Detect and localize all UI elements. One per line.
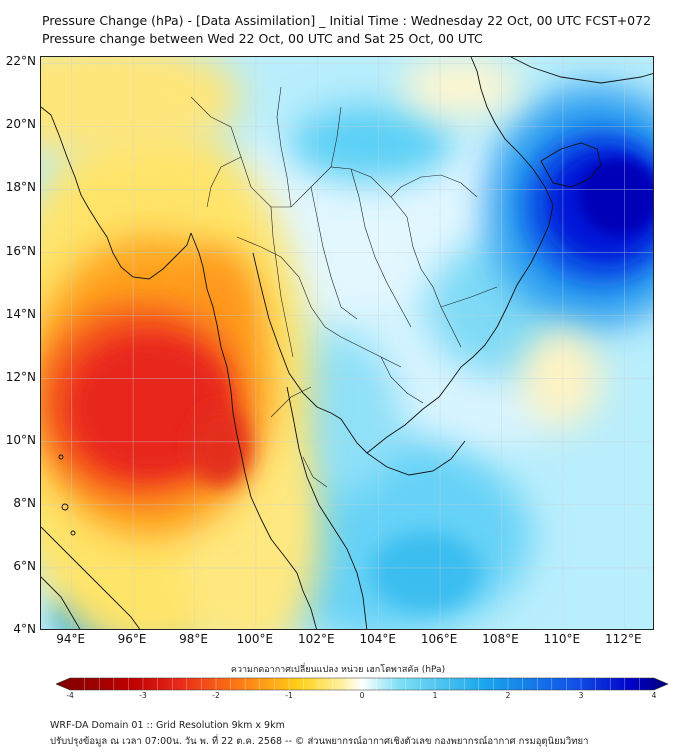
lon-label: 96°E <box>117 632 147 646</box>
lon-label: 108°E <box>482 632 519 646</box>
colorbar-tick-label: 3 <box>578 691 584 700</box>
lon-label: 106°E <box>420 632 458 646</box>
colorbar-tick-label: -4 <box>66 691 74 700</box>
colorbar-tick-label: 0 <box>359 691 365 700</box>
colorbar-tick-label: -3 <box>139 691 147 700</box>
colorbar-tick-label: 1 <box>432 691 438 700</box>
lat-label: 14°N <box>5 306 36 321</box>
lat-label: 4°N <box>13 622 36 636</box>
lat-label: 16°N <box>5 243 36 258</box>
map-subtitle: Pressure change between Wed 22 Oct, 00 U… <box>42 31 483 46</box>
graticule <box>41 57 653 629</box>
colorbar-tick-label: 2 <box>505 691 511 700</box>
lon-label: 100°E <box>236 632 274 646</box>
colorbar-tick-label: 4 <box>651 691 657 700</box>
pressure-change-map <box>40 56 654 630</box>
lon-label: 104°E <box>359 632 396 646</box>
coastlines <box>41 57 653 629</box>
lon-label: 112°E <box>605 632 642 646</box>
lon-label: 110°E <box>543 632 581 646</box>
lat-label: 8°N <box>13 495 36 510</box>
colorbar-tick-label: -1 <box>285 691 293 700</box>
lat-label: 12°N <box>5 369 36 384</box>
lon-label: 102°E <box>298 632 335 646</box>
lat-label: 6°N <box>13 558 36 573</box>
footer-credit: ปรับปรุงข้อมูล ณ เวลา 07:00น. วัน พ. ที่… <box>50 736 589 747</box>
lat-label: 22°N <box>5 54 36 69</box>
colorbar-title: ความกดอากาศเปลี่ยนแปลง หน่วย เฮกโตพาสคัล… <box>230 665 446 675</box>
lat-label: 10°N <box>5 432 36 447</box>
colorbar-tick-label: -2 <box>212 691 220 700</box>
lat-label: 18°N <box>5 180 36 195</box>
colorbar <box>56 677 669 691</box>
lon-label: 94°E <box>56 632 86 646</box>
map-title: Pressure Change (hPa) - [Data Assimilati… <box>42 13 652 28</box>
lat-label: 20°N <box>5 117 36 132</box>
footer-model-info: WRF-DA Domain 01 :: Grid Resolution 9km … <box>50 720 285 731</box>
lon-label: 98°E <box>179 632 208 646</box>
admin-boundaries <box>190 86 498 488</box>
